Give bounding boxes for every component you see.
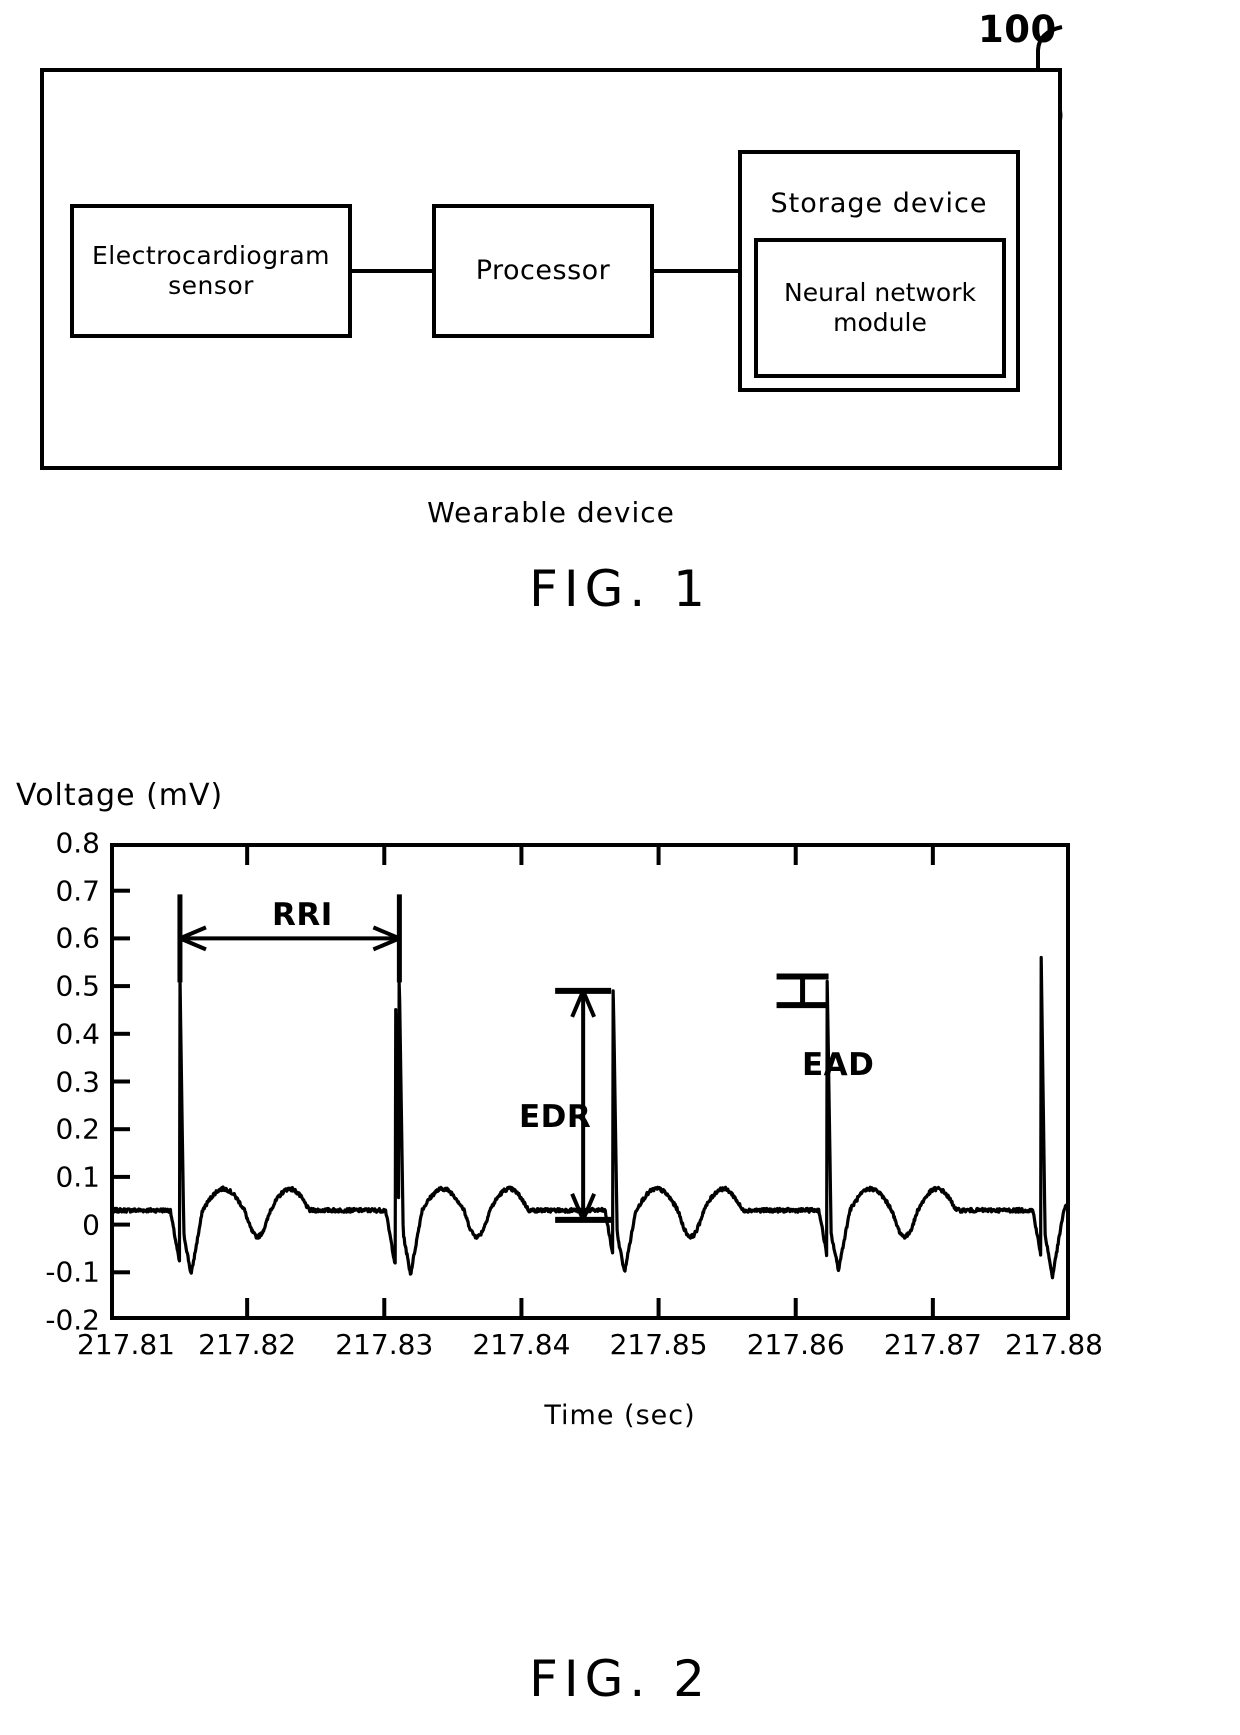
x-tick-label: 217.85	[609, 1328, 708, 1361]
annotation-label-rri: RRI	[272, 897, 333, 933]
y-tick-label: 0.2	[55, 1112, 100, 1146]
x-tick-label: 217.84	[472, 1328, 571, 1361]
y-tick-label: 0.4	[55, 1017, 100, 1051]
ecg-sensor-label-line2: sensor	[168, 271, 254, 300]
x-axis-title: Time (sec)	[544, 1400, 696, 1431]
figure-2-ecg-chart: Voltage (mV) Time (sec) 0.8 0.7 0.6 0.5 0.4 0…	[0, 700, 1240, 1500]
figure-2-caption: FIG. 2	[529, 1650, 711, 1708]
storage-device-label: Storage device	[770, 188, 988, 219]
connector-ecg-to-processor	[352, 269, 434, 273]
annotation-label-edr: EDR	[519, 1099, 592, 1135]
annotation-label-ead: EAD	[802, 1047, 875, 1083]
y-tick-label: 0.5	[55, 969, 100, 1003]
axis-ticks	[114, 847, 935, 1316]
figure-1-caption: FIG. 1	[529, 560, 711, 618]
figure-1-block-diagram: 100 120 130 110 121 Wearable device Elec…	[0, 0, 1240, 660]
plot-area	[110, 843, 1070, 1320]
ecg-waveform	[110, 955, 1070, 1280]
connector-processor-to-storage	[654, 269, 740, 273]
ecg-sensor-label-line1: Electrocardiogram	[91, 240, 331, 270]
x-tick-label: 217.86	[746, 1328, 845, 1361]
y-tick-label: 0	[82, 1208, 100, 1242]
neural-network-label-line2: module	[833, 308, 927, 337]
y-tick-label: 0.7	[55, 874, 100, 908]
y-tick-label: -0.1	[45, 1255, 100, 1289]
y-tick-label: 0.3	[55, 1065, 100, 1098]
block-neural-network-module: Neural network module	[754, 238, 1006, 378]
y-tick-label: -0.2	[45, 1303, 100, 1337]
wearable-device-label: Wearable device	[427, 496, 675, 529]
y-tick-label: 0.1	[55, 1160, 100, 1194]
x-tick-label: 217.81	[77, 1328, 175, 1361]
x-tick-label: 217.87	[883, 1328, 982, 1361]
x-tick-label: 217.88	[1005, 1328, 1103, 1361]
axes-frame	[110, 843, 1070, 1320]
x-tick-label: 217.82	[198, 1328, 297, 1361]
block-processor: Processor	[432, 204, 654, 338]
chart-annotations	[177, 894, 829, 1223]
y-tick-label: 0.6	[55, 921, 100, 955]
ecg-plot-svg	[110, 843, 1070, 1320]
x-tick-label: 217.83	[335, 1328, 434, 1361]
processor-label: Processor	[475, 254, 611, 286]
neural-network-label-line1: Neural network	[784, 277, 976, 307]
block-electrocardiogram-sensor: Electrocardiogram sensor	[70, 204, 352, 338]
y-tick-label: 0.8	[55, 826, 100, 860]
x-axis-tick-labels: 217.81 217.82 217.83 217.84 217.85 217.86 217.…	[77, 1328, 1103, 1372]
y-axis-tick-labels: 0.8 0.7 0.6 0.5 0.4 0.3 0.2 0.1 0 -0.1 -0.2	[0, 827, 100, 1337]
reference-numeral-100: 100	[978, 8, 1057, 51]
y-axis-title: Voltage (mV)	[16, 778, 224, 813]
